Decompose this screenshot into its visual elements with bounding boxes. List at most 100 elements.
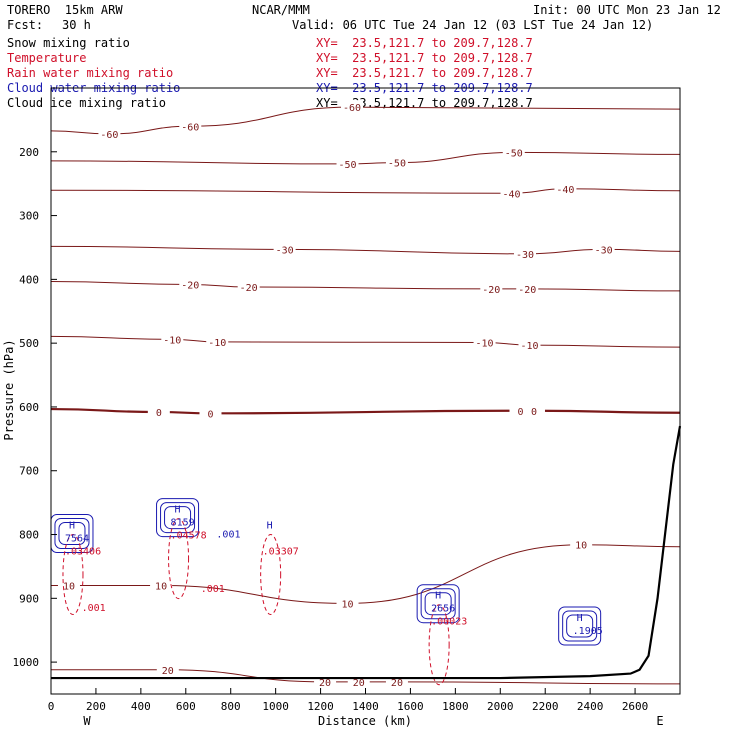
isotherm-label-bg xyxy=(179,119,202,132)
field-cloud-ice-xy: XY= 23.5,121.7 to 209.7,128.7 xyxy=(316,96,533,110)
cloud-water-contour xyxy=(562,610,598,642)
y-tick-label: 500 xyxy=(19,337,39,350)
cloud-water-contour xyxy=(424,592,452,616)
rain-water-contour xyxy=(62,534,84,616)
moisture-fields: H 7564 .03406 H 8159 .04578 H .03307 H 2656 .00023… xyxy=(50,498,603,686)
isotherm-label-bg xyxy=(522,403,545,416)
field-cloud-ice-name: Cloud ice mixing ratio xyxy=(7,96,166,110)
isotherm-label-bg xyxy=(336,156,359,169)
isotherm-label: -20 xyxy=(181,280,199,291)
isotherm-label-bg xyxy=(150,578,173,591)
cloud-water-contour xyxy=(566,614,594,638)
x-tick-label: 0 xyxy=(48,700,55,713)
cloud-water-max-value: .1905 xyxy=(573,626,603,637)
isotherm-label: -30 xyxy=(595,245,613,256)
isotherm-label-bg xyxy=(336,596,359,609)
isotherm-label-bg xyxy=(592,242,615,255)
x-tick-label: 2000 xyxy=(487,700,514,713)
field-snow-name: Snow mixing ratio xyxy=(7,36,130,50)
rain-water-max-value: .00023 xyxy=(431,617,467,628)
isotherm-label: -20 xyxy=(240,283,258,294)
max-marker-h: H xyxy=(175,505,181,516)
isotherm-label-bg xyxy=(480,281,503,294)
x-axis: 0 200 400 600 800 1000 1200 1400 1600 1800 2000 220… xyxy=(48,688,649,713)
y-tick-label: 1000 xyxy=(13,656,40,669)
isotherm-label: 20 xyxy=(319,678,331,689)
y-tick-label: 600 xyxy=(19,401,39,414)
isotherm-label: -30 xyxy=(276,245,294,256)
x-tick-label: 800 xyxy=(221,700,241,713)
x-tick-label: 1800 xyxy=(442,700,469,713)
isotherm-line xyxy=(50,280,681,292)
cloud-water-contour xyxy=(160,502,196,534)
isotherm-label-bg xyxy=(500,186,523,199)
isotherm-label: 0 xyxy=(207,409,213,420)
cloud-contour-label: .001 xyxy=(216,530,240,541)
isotherm-label: 20 xyxy=(353,678,365,689)
isotherm-label: -40 xyxy=(556,185,574,196)
y-tick-label: 300 xyxy=(19,210,39,223)
isotherm-label: -60 xyxy=(343,103,361,114)
field-cloud-water-name: Cloud water mixing ratio xyxy=(7,81,181,95)
cloud-water-contour xyxy=(156,498,200,538)
field-temperature-name: Temperature xyxy=(7,51,87,65)
isotherm-label-bg xyxy=(179,277,202,290)
rain-water-contour xyxy=(168,518,190,600)
isotherm-line xyxy=(50,245,681,255)
isotherm-label-bg xyxy=(161,332,184,345)
x-axis-title: Distance (km) xyxy=(318,714,412,728)
isotherm-line xyxy=(50,407,681,415)
y-tick-label: 900 xyxy=(19,592,39,605)
y-tick-label: 400 xyxy=(19,273,39,286)
isotherm-label: -10 xyxy=(163,335,181,346)
rain-water-contour xyxy=(260,534,282,616)
isotherm-label: 20 xyxy=(391,678,403,689)
x-tick-label: 2600 xyxy=(622,700,649,713)
isotherm-label-bg xyxy=(554,181,577,194)
isotherm-label-bg xyxy=(502,145,525,158)
cloud-water-contour xyxy=(558,606,602,646)
isotherm-label: 10 xyxy=(63,582,75,593)
max-marker-h: H xyxy=(577,613,583,624)
isotherm-line xyxy=(50,544,681,604)
cloud-water-contour xyxy=(416,584,460,624)
isotherm-label: -60 xyxy=(100,130,118,141)
east-end-label: E xyxy=(656,714,663,728)
temperature-contours: -60 -60 -60 -50 -50 -50 -40 -40 -30 -30 -30 -20 -20 -… xyxy=(50,100,681,689)
rain-water-max-value: .03406 xyxy=(65,547,101,558)
field-rain-xy: XY= 23.5,121.7 to 209.7,128.7 xyxy=(316,66,533,80)
cloud-water-contour xyxy=(420,588,456,620)
x-tick-label: 600 xyxy=(176,700,196,713)
cloud-water-max-value: 8159 xyxy=(171,518,195,529)
isotherm-label-bg xyxy=(156,662,179,675)
isotherm-label: 10 xyxy=(155,582,167,593)
isotherm-label: -10 xyxy=(208,338,226,349)
x-tick-label: 1400 xyxy=(352,700,379,713)
forecast-label: Fcst: xyxy=(7,18,44,32)
init-time: Init: 00 UTC Mon 23 Jan 12 xyxy=(533,3,721,17)
isotherm-label-bg xyxy=(147,405,170,418)
isotherm-label: -10 xyxy=(476,339,494,350)
isotherm-line xyxy=(50,335,681,348)
model-title: TORERO 15km ARW xyxy=(7,3,123,17)
isotherm-label-bg xyxy=(473,335,496,348)
y-axis-title: Pressure (hPa) xyxy=(2,339,16,440)
center-label: NCAR/MMM xyxy=(252,3,310,17)
y-tick-label: 700 xyxy=(19,465,39,478)
isotherm-label: -20 xyxy=(518,285,536,296)
isotherm-label: 0 xyxy=(517,407,523,418)
isotherm-label-bg xyxy=(341,100,364,113)
y-axis: 200 300 400 500 600 700 800 900 1000 xyxy=(13,146,57,669)
isotherm-label: -40 xyxy=(502,189,520,200)
max-marker-h: H xyxy=(267,521,273,532)
rain-contour-label: .001 xyxy=(82,603,106,614)
isotherm-label: -50 xyxy=(505,148,523,159)
isotherm-label: 20 xyxy=(162,666,174,677)
field-rain-name: Rain water mixing ratio xyxy=(7,66,174,80)
isotherm-line xyxy=(50,151,681,165)
isotherm-line xyxy=(50,106,681,135)
x-tick-label: 1000 xyxy=(262,700,289,713)
isotherm-label: -50 xyxy=(338,160,356,171)
isotherm-label-bg xyxy=(199,406,222,419)
cloud-water-max-value: 2656 xyxy=(431,604,455,615)
